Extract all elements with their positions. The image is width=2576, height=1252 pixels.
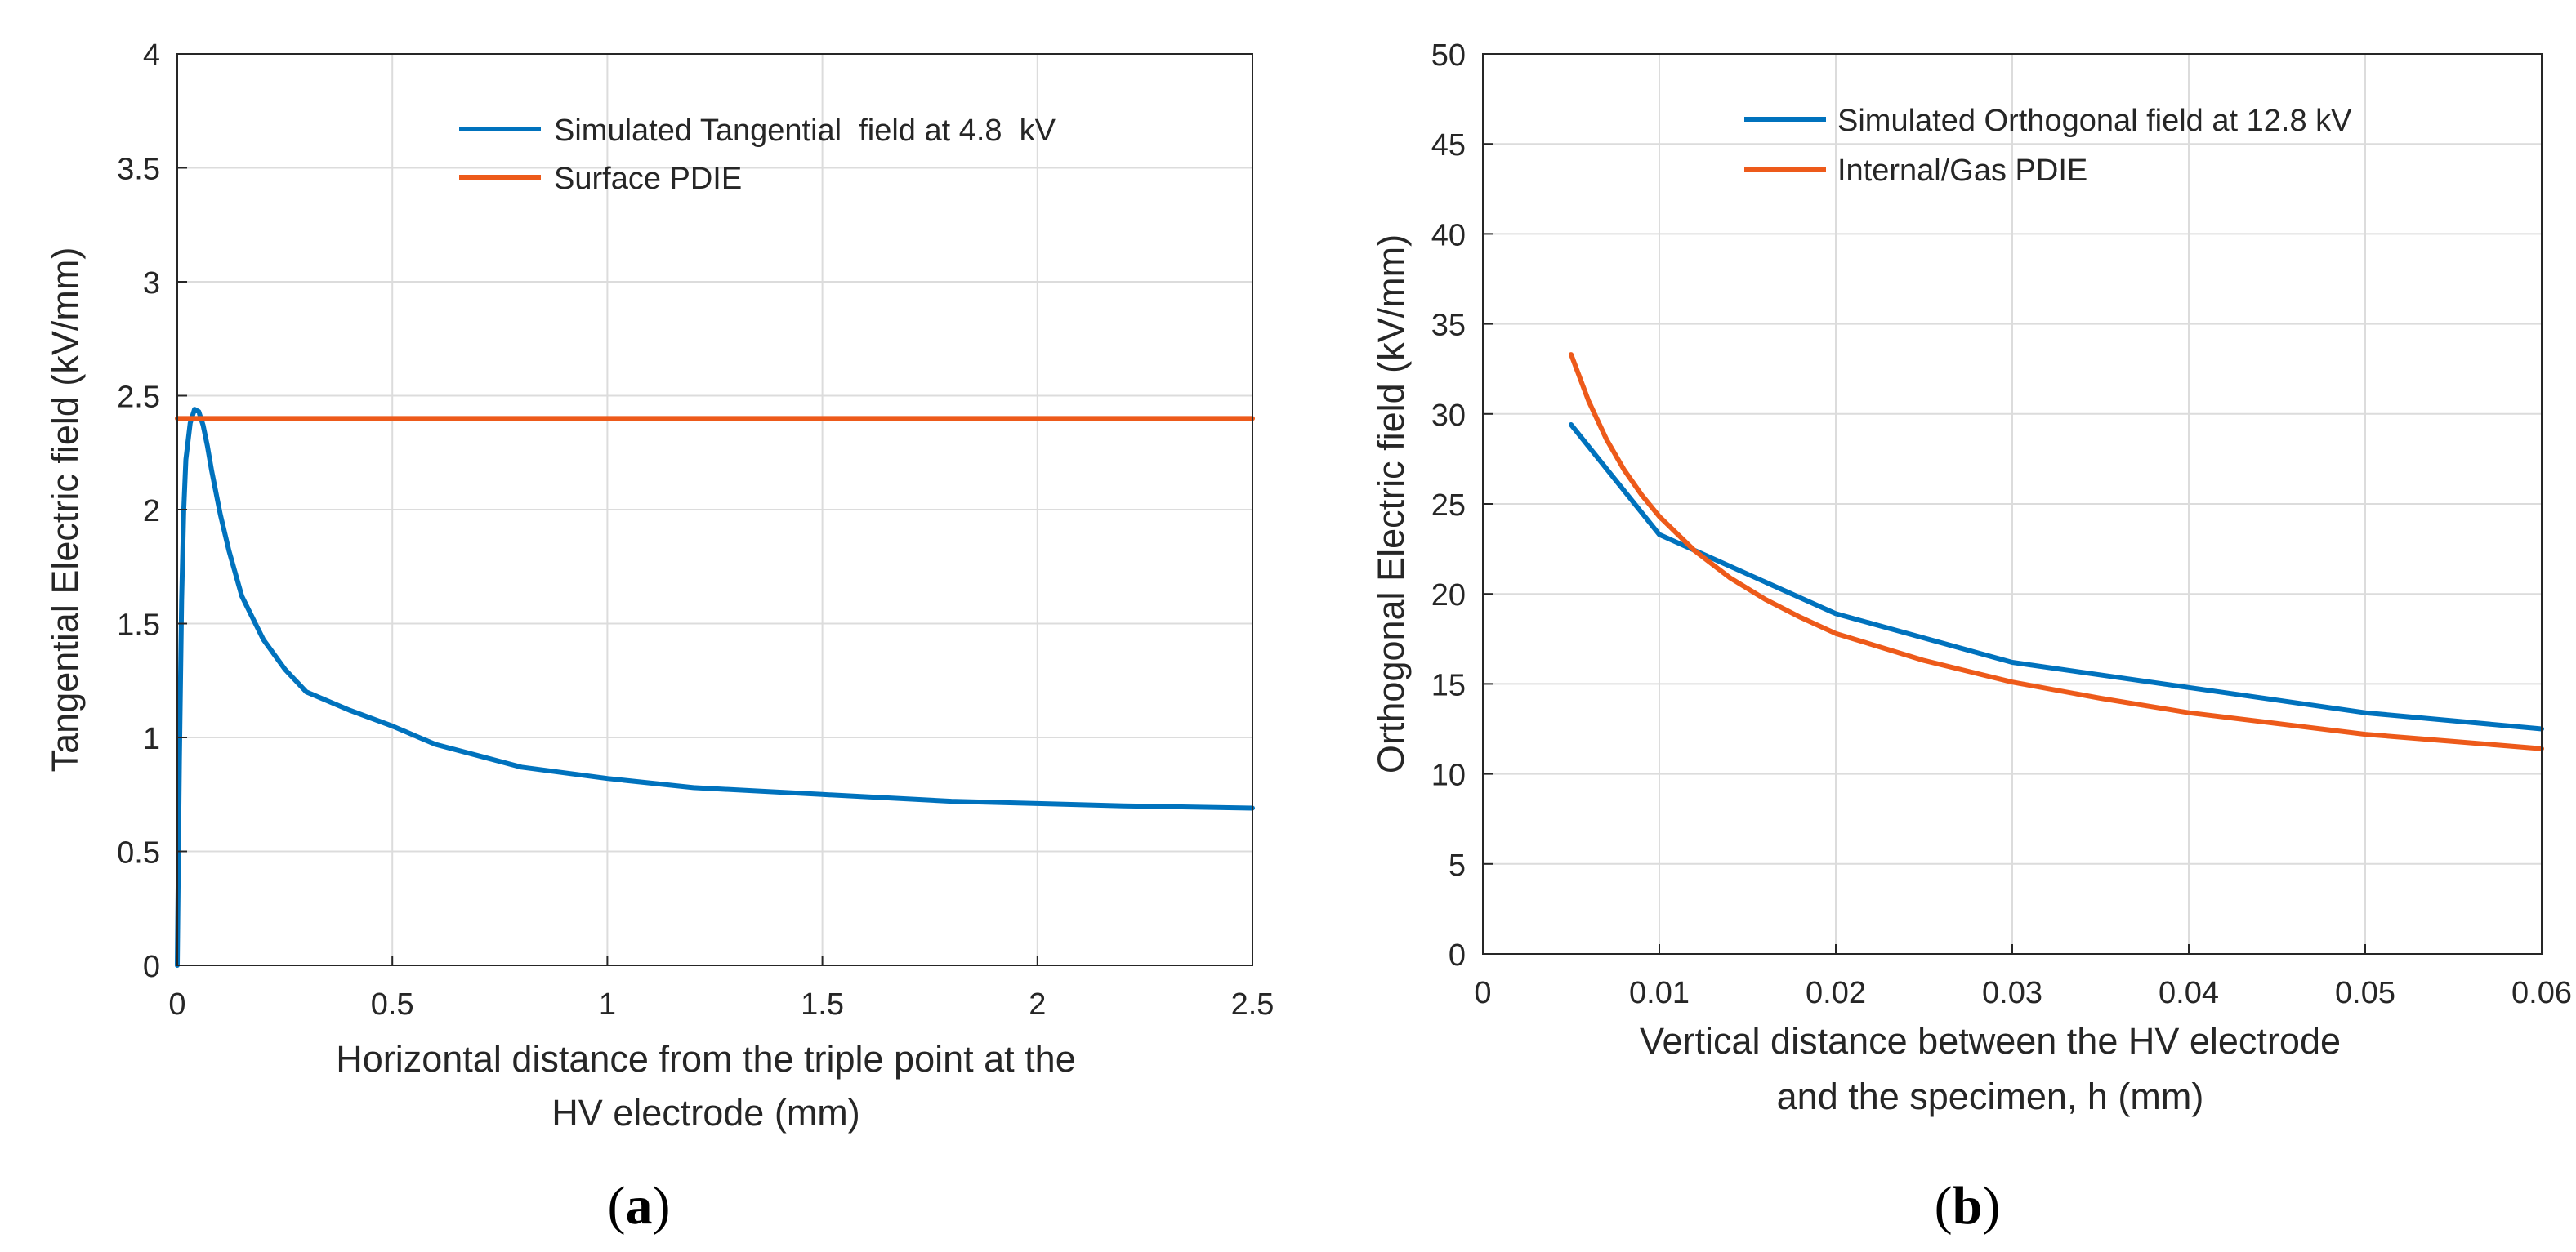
chart-b-series — [1569, 352, 2544, 751]
chart-a-xlabel-line-1: Horizontal distance from the triple poin… — [336, 1038, 1075, 1080]
chart-a-legend: Simulated Tangential field at 4.8 kV Sur… — [459, 114, 1056, 196]
chart-a-series — [175, 407, 1255, 968]
chart-b-legend-label-0: Simulated Orthogonal field at 12.8 kV — [1837, 104, 2352, 138]
chart-b-ytick-label: 0 — [1449, 938, 1466, 973]
chart-b-xlabel-line-1: Vertical distance between the HV electro… — [1640, 1020, 2341, 1062]
chart-b-series-line-0 — [1569, 422, 2544, 732]
chart-a-ytick-label: 0.5 — [117, 836, 160, 871]
chart-a-xtick-label: 1 — [599, 987, 616, 1022]
chart-a-caption-letter: a — [626, 1176, 653, 1236]
chart-a-xtick-label: 1.5 — [801, 987, 844, 1022]
chart-b-ytick-label: 30 — [1431, 399, 1466, 433]
chart-b: 0 0.01 0.02 0.03 0.04 0.05 0.06 0 5 10 15 20 25 30 35 4… — [1370, 38, 2572, 1236]
chart-b-caption-letter: b — [1953, 1176, 1983, 1236]
chart-b-ytick-label: 5 — [1449, 849, 1466, 883]
chart-a-xtick-label: 2 — [1029, 987, 1046, 1022]
chart-a-ytick-label: 1 — [143, 722, 160, 756]
chart-a-caption: (a) — [608, 1176, 671, 1236]
chart-a-xtick-label: 0.5 — [371, 987, 414, 1022]
chart-b-xtick-label: 0.01 — [1629, 976, 1690, 1010]
chart-a-ytick-label: 3.5 — [117, 153, 160, 187]
chart-a-legend-label-0: Simulated Tangential field at 4.8 kV — [554, 114, 1056, 148]
chart-b-ytick-label: 40 — [1431, 218, 1466, 252]
chart-b-ytick-label: 20 — [1431, 578, 1466, 613]
chart-a-ticks: 0 0.5 1 1.5 2 2.5 0 0.5 1 1.5 2 2.5 3 3.5 4 — [117, 38, 1274, 1022]
chart-a-legend-label-1: Surface PDIE — [554, 162, 742, 196]
chart-a: 0 0.5 1 1.5 2 2.5 0 0.5 1 1.5 2 2.5 3 3.5 4 Tangential… — [44, 38, 1274, 1236]
chart-b-ytick-label: 50 — [1431, 38, 1466, 73]
chart-a-ytick-label: 0 — [143, 950, 160, 984]
chart-a-xlabel-line-2: HV electrode (mm) — [551, 1092, 860, 1134]
chart-b-ylabel: Orthogonal Electric field (kV/mm) — [1370, 234, 1412, 773]
chart-b-ytick-label: 25 — [1431, 488, 1466, 523]
chart-b-xtick-label: 0.02 — [1806, 976, 1866, 1010]
chart-b-ytick-label: 35 — [1431, 309, 1466, 343]
chart-b-legend: Simulated Orthogonal field at 12.8 kV In… — [1744, 104, 2352, 188]
chart-b-xtick-label: 0.04 — [2159, 976, 2219, 1010]
chart-a-ylabel: Tangential Electric field (kV/mm) — [44, 247, 86, 773]
chart-b-caption: (b) — [1935, 1176, 2001, 1236]
chart-a-series-line-0 — [175, 407, 1255, 968]
chart-a-xtick-label: 0 — [168, 987, 185, 1022]
chart-b-legend-label-1: Internal/Gas PDIE — [1837, 154, 2087, 188]
chart-b-xtick-label: 0 — [1474, 976, 1491, 1010]
chart-b-xtick-label: 0.06 — [2511, 976, 2572, 1010]
chart-a-ytick-label: 3 — [143, 266, 160, 301]
chart-b-xtick-label: 0.03 — [1982, 976, 2042, 1010]
chart-a-ytick-label: 2 — [143, 494, 160, 528]
chart-b-xlabel-line-2: and the specimen, h (mm) — [1777, 1076, 2204, 1117]
chart-b-xtick-label: 0.05 — [2335, 976, 2395, 1010]
chart-a-ytick-label: 1.5 — [117, 608, 160, 643]
chart-a-ytick-label: 4 — [143, 38, 160, 73]
chart-b-ytick-label: 45 — [1431, 128, 1466, 163]
chart-b-ticks: 0 0.01 0.02 0.03 0.04 0.05 0.06 0 5 10 15 20 25 30 35 4… — [1431, 38, 2572, 1010]
chart-a-ytick-label: 2.5 — [117, 381, 160, 415]
chart-b-ytick-label: 15 — [1431, 668, 1466, 702]
chart-a-xtick-label: 2.5 — [1231, 987, 1275, 1022]
chart-b-ytick-label: 10 — [1431, 759, 1466, 793]
chart-b-series-line-1 — [1569, 352, 2544, 751]
